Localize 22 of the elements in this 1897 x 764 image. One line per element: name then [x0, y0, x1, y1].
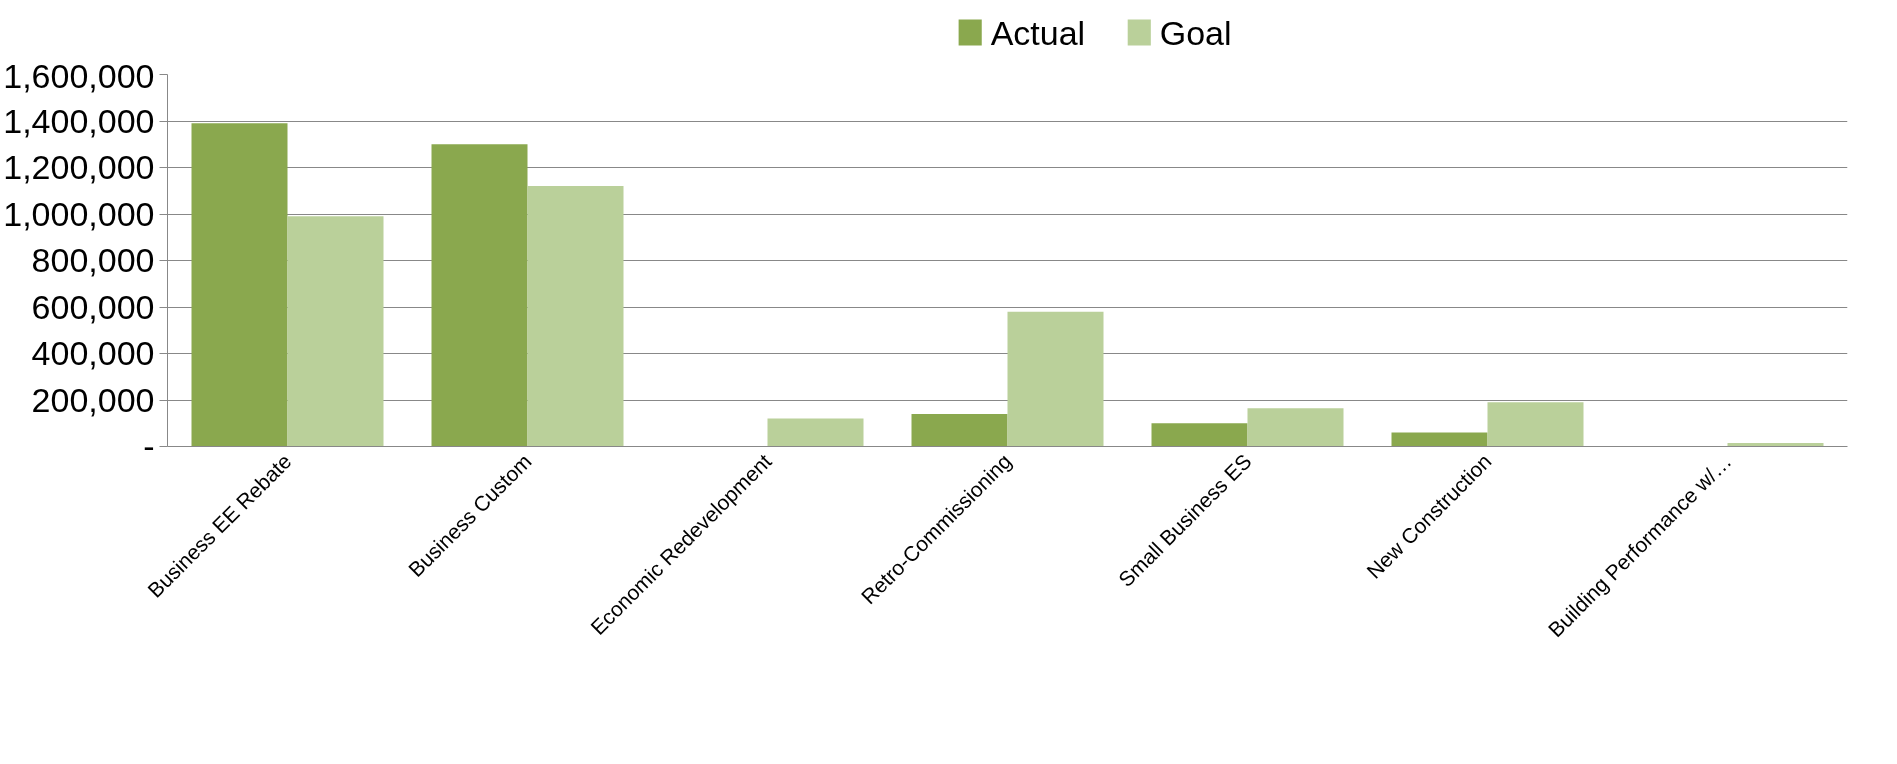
y-tick-label: 1,200,000	[3, 148, 155, 186]
y-tick-label: -	[143, 427, 155, 465]
bar	[767, 418, 864, 447]
y-tick-label: 400,000	[31, 334, 155, 372]
bar	[287, 216, 384, 447]
y-tick-label: 600,000	[31, 287, 155, 326]
bar	[191, 123, 288, 447]
legend-label: Actual	[990, 13, 1086, 52]
legend-label: Goal	[1159, 13, 1232, 52]
bar	[1247, 408, 1344, 447]
bar	[1007, 311, 1104, 447]
bar	[1487, 402, 1584, 447]
bar	[911, 413, 1008, 447]
y-tick-label: 1,600,000	[3, 56, 155, 95]
bar	[1151, 423, 1248, 447]
y-tick-label: 1,400,000	[3, 101, 155, 140]
bar	[527, 186, 624, 447]
bar	[431, 144, 528, 447]
y-tick-label: 1,000,000	[3, 194, 155, 233]
bar	[1391, 432, 1488, 447]
y-tick-label: 200,000	[31, 380, 155, 419]
y-tick-label: 800,000	[31, 241, 155, 279]
